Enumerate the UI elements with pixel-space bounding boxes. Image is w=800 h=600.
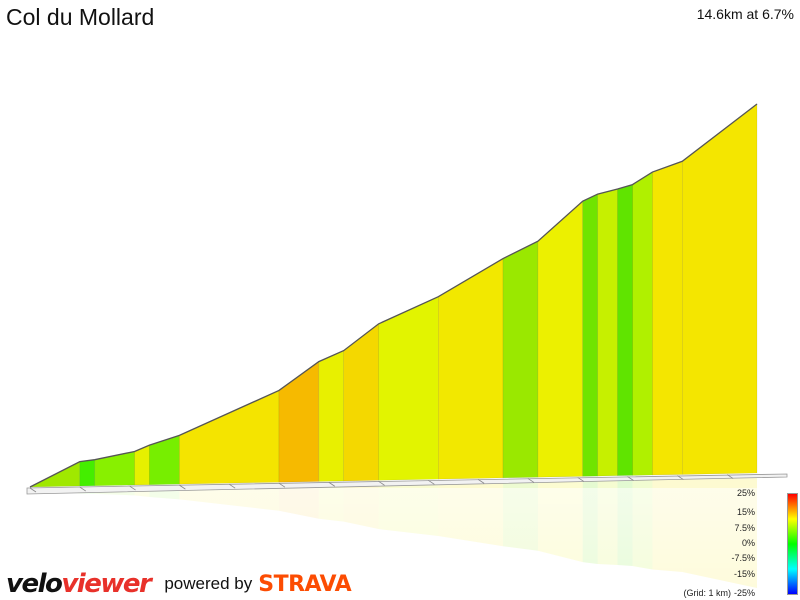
grid-tick (228, 483, 236, 489)
grid-note-text: (Grid: 1 km) (683, 588, 731, 598)
grid-note: (Grid: 1 km) -25% (683, 588, 755, 598)
gradient-segment (537, 200, 584, 478)
legend-label: 25% (736, 488, 755, 498)
veloviewer-logo[interactable]: veloviewer (6, 569, 152, 599)
gradient-color-scale (787, 493, 798, 595)
powered-by-text: powered by (164, 574, 253, 593)
gradient-segment (617, 184, 633, 476)
gradient-segment (502, 240, 539, 479)
grid-tick (79, 486, 87, 492)
gradient-segment (632, 171, 653, 476)
legend-label: -15% (733, 569, 755, 579)
grid-tick (179, 484, 186, 490)
gradient-segment (318, 350, 345, 482)
gradient-legend: 25% 15% 7.5% 0% -7.5% -15% (Grid: 1 km) -25% (683, 487, 800, 600)
legend-label: 0% (741, 538, 755, 548)
grid-tick (477, 479, 485, 484)
gradient-segment (343, 323, 379, 482)
gradient-segment (79, 459, 96, 487)
strava-logo[interactable]: STRAVA (258, 571, 352, 597)
gradient-segments (29, 103, 758, 488)
grid-tick (577, 477, 584, 482)
climb-summary: 14.6km at 6.7% (696, 6, 794, 22)
grid-tick (29, 487, 37, 493)
grid-tick (677, 475, 684, 480)
gradient-segment (94, 451, 135, 487)
gradient-segment (179, 389, 280, 485)
gradient-segment (682, 103, 758, 475)
reflection-fade (0, 488, 800, 600)
page-title: Col du Mollard (6, 4, 155, 30)
legend-label: 15% (736, 507, 755, 517)
gradient-segment (652, 160, 683, 476)
gradient-segment (149, 434, 180, 486)
grid-tick (428, 479, 435, 485)
gradient-segment (597, 188, 618, 477)
grid-tick (726, 474, 734, 479)
grid-tick (627, 476, 634, 481)
base-platform (26, 473, 788, 495)
grid-tick (278, 482, 286, 488)
gradient-segment (378, 296, 439, 481)
distance-axis-base (26, 473, 788, 495)
grid-tick (129, 485, 136, 491)
branding: veloviewer powered by STRAVA (6, 568, 352, 600)
logo-part-velo: velo (6, 569, 63, 599)
legend-label: -25% (733, 588, 755, 598)
grid-tick (328, 481, 335, 487)
legend-label: 7.5% (734, 523, 755, 533)
logo-part-viewer: viewer (61, 569, 151, 599)
gradient-segment (582, 193, 598, 477)
grid-tick (378, 480, 385, 486)
legend-label: -7.5% (731, 553, 755, 563)
grid-tick (527, 478, 535, 483)
gradient-segment (278, 361, 320, 483)
profile-line (29, 103, 758, 488)
